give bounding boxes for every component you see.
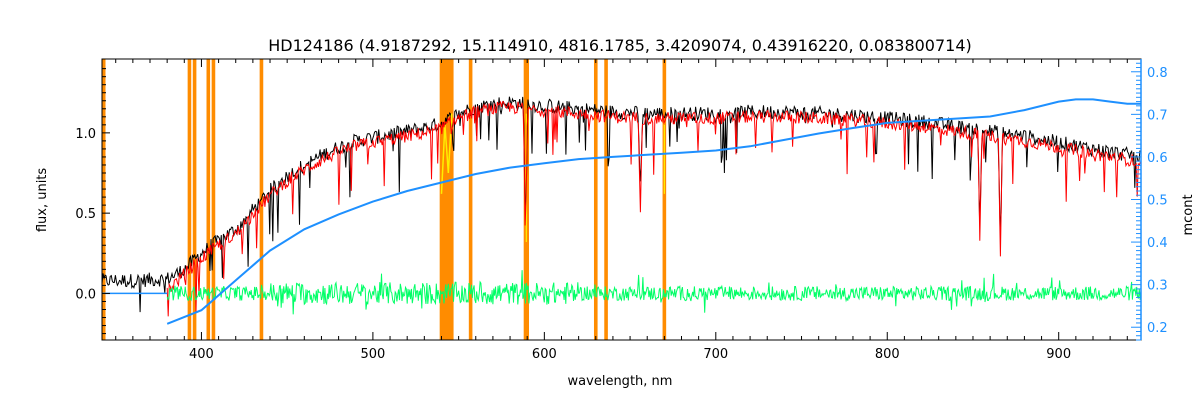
masked-line bbox=[525, 59, 530, 340]
y2-tick-label: 0.5 bbox=[1147, 194, 1168, 209]
y2-tick-label: 0.7 bbox=[1147, 108, 1168, 123]
y2-axis-title: mcont bbox=[1181, 194, 1196, 235]
x-tick-label: 400 bbox=[189, 347, 214, 362]
y2-tick-label: 0.8 bbox=[1147, 66, 1168, 81]
x-axis-title: wavelength, nm bbox=[568, 374, 673, 389]
x-tick-label: 700 bbox=[703, 347, 728, 362]
x-axis: 400 500 600 700 800 900 bbox=[115, 59, 1128, 362]
y-tick-label: 0.0 bbox=[75, 287, 96, 302]
x-tick-label: 800 bbox=[875, 347, 900, 362]
masked-line bbox=[192, 59, 197, 340]
y2-tick-label: 0.3 bbox=[1147, 279, 1168, 294]
masked-line bbox=[449, 59, 454, 340]
series-layer bbox=[101, 96, 1142, 325]
masked-line bbox=[662, 59, 667, 340]
y2-tick-label: 0.4 bbox=[1147, 236, 1168, 251]
y-tick-label: 1.0 bbox=[75, 127, 96, 142]
series-residuals bbox=[166, 270, 1142, 315]
y-axis-title: flux, units bbox=[35, 168, 50, 233]
masked-line bbox=[468, 59, 473, 340]
masked-line bbox=[211, 59, 216, 340]
series-observed bbox=[101, 96, 1141, 313]
series-continuum bbox=[166, 98, 1141, 325]
y-axis-left: 0.0 0.5 1.0 bbox=[75, 68, 110, 335]
masked-regions bbox=[101, 59, 667, 340]
masked-line bbox=[593, 59, 598, 340]
series-model bbox=[166, 100, 1141, 317]
masked-line bbox=[604, 59, 608, 340]
x-tick-label: 500 bbox=[360, 347, 385, 362]
x-tick-label: 600 bbox=[532, 347, 557, 362]
series-highlight bbox=[440, 113, 453, 194]
masked-line bbox=[187, 59, 192, 340]
y-tick-label: 0.5 bbox=[75, 207, 96, 222]
masked-line bbox=[206, 59, 211, 340]
x-tick-label: 900 bbox=[1046, 347, 1071, 362]
y2-tick-label: 0.6 bbox=[1147, 151, 1168, 166]
y-axis-right: 0.2 0.3 0.4 0.5 0.6 0.7 0.8 bbox=[1131, 59, 1168, 341]
y2-tick-label: 0.2 bbox=[1147, 321, 1168, 336]
masked-line bbox=[101, 59, 106, 340]
chart-title: HD124186 (4.9187292, 15.114910, 4816.178… bbox=[268, 36, 972, 55]
